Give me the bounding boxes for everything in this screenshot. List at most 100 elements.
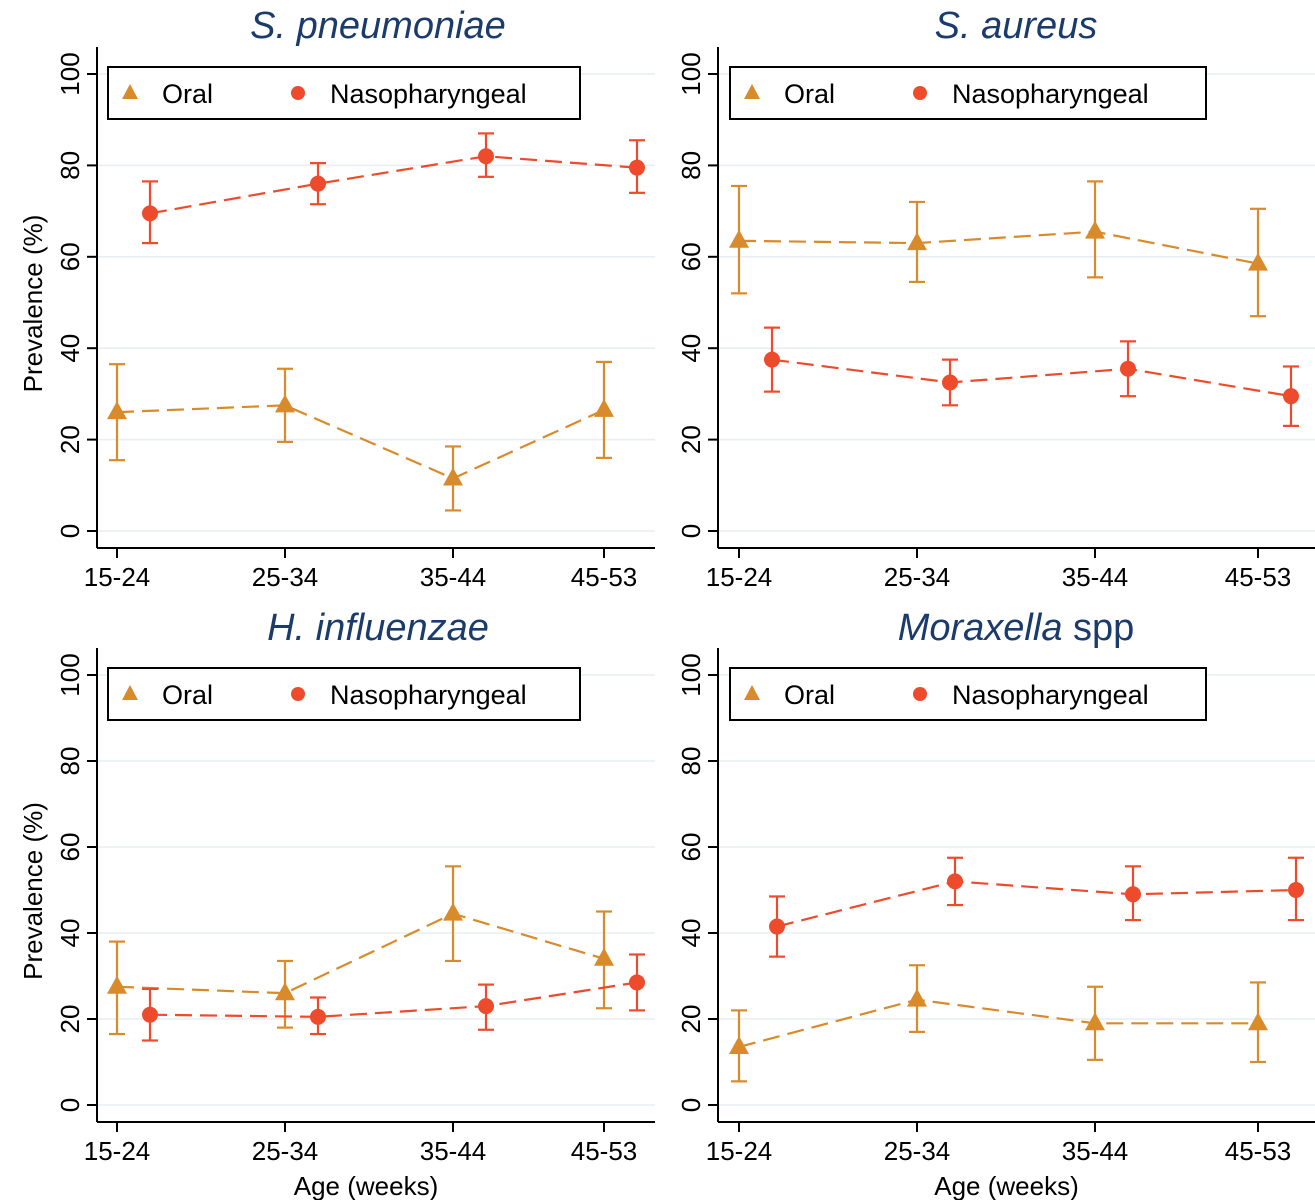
data-point-triangle	[729, 1035, 749, 1054]
y-tick-label: 60	[55, 833, 85, 862]
y-tick-label: 40	[55, 334, 85, 363]
series-oral	[107, 865, 614, 1036]
data-point-circle	[764, 351, 780, 368]
chart-panel-1: 0 20 40 60 80 100 15-24 25-34 35-44 45-53 Prevalen…	[18, 5, 655, 592]
legend-triangle-icon	[744, 685, 760, 700]
data-point-triangle	[1248, 252, 1268, 271]
x-tick-label: 35-44	[1062, 562, 1129, 592]
y-tick-label: 40	[676, 919, 706, 948]
chart-title-italic: S. pneumoniae	[250, 5, 506, 47]
data-point-circle	[142, 205, 158, 222]
data-point-circle	[947, 873, 963, 890]
data-point-circle	[478, 148, 494, 165]
series-nasopharyngeal	[142, 953, 645, 1042]
x-tick-label: 15-24	[84, 562, 151, 592]
x-tick-label: 35-44	[1062, 1136, 1129, 1166]
legend-box	[107, 66, 581, 120]
series-line	[116, 404, 605, 480]
data-point-triangle	[107, 401, 127, 420]
y-tick-label: 0	[55, 524, 85, 538]
data-point-triangle	[1085, 220, 1105, 239]
data-point-triangle	[594, 947, 614, 966]
y-tick-label: 80	[676, 151, 706, 180]
x-tick-label: 25-34	[884, 562, 951, 592]
x-tick-label: 45-53	[571, 562, 638, 592]
legend-box	[107, 667, 581, 721]
legend-circle-icon	[291, 86, 305, 100]
series-oral	[107, 360, 614, 512]
data-point-triangle	[443, 902, 463, 921]
data-point-circle	[1120, 360, 1136, 377]
y-tick-label: 80	[676, 747, 706, 776]
series-nasopharyngeal	[764, 326, 1299, 427]
legend-circle-icon	[913, 687, 927, 701]
data-point-triangle	[594, 398, 614, 417]
y-tick-label: 60	[55, 242, 85, 271]
x-tick-label: 25-34	[252, 562, 319, 592]
data-point-triangle	[1085, 1012, 1105, 1031]
legend-label-nasopharyngeal: Nasopharyngeal	[330, 680, 527, 710]
data-point-circle	[629, 974, 645, 991]
legend: Oral Nasopharyngeal	[729, 667, 1207, 721]
x-tick-label: 25-34	[252, 1136, 319, 1166]
y-tick-label: 60	[676, 242, 706, 271]
legend: Oral Nasopharyngeal	[107, 66, 581, 120]
series-oral	[729, 180, 1268, 318]
data-point-triangle	[275, 982, 295, 1001]
data-point-circle	[478, 998, 494, 1015]
data-point-triangle	[729, 229, 749, 248]
y-tick-label: 60	[676, 833, 706, 862]
y-tick-label: 20	[55, 425, 85, 454]
data-point-circle	[142, 1006, 158, 1023]
series-nasopharyngeal	[142, 132, 645, 245]
series-oral	[729, 964, 1268, 1083]
chart-title-italic: H. influenzae	[267, 607, 489, 649]
y-tick-label: 0	[55, 1098, 85, 1112]
legend-label-oral: Oral	[784, 680, 835, 710]
x-tick-label: 45-53	[1225, 1136, 1292, 1166]
data-point-circle	[769, 918, 785, 935]
legend-triangle-icon	[744, 84, 760, 99]
data-point-circle	[1283, 388, 1299, 405]
x-tick-label: 35-44	[420, 562, 487, 592]
legend-circle-icon	[291, 687, 305, 701]
legend-label-oral: Oral	[162, 79, 213, 109]
y-tick-label: 40	[676, 334, 706, 363]
series-line	[771, 358, 1292, 398]
series-nasopharyngeal	[769, 856, 1304, 958]
y-tick-label: 20	[676, 425, 706, 454]
series-line	[776, 880, 1297, 928]
data-point-circle	[310, 175, 326, 192]
series-line	[149, 981, 638, 1018]
y-tick-label: 0	[676, 524, 706, 538]
data-point-circle	[629, 159, 645, 176]
legend-label-nasopharyngeal: Nasopharyngeal	[952, 79, 1149, 109]
data-point-triangle	[907, 232, 927, 251]
chart-title: S. pneumoniae	[250, 5, 506, 47]
x-axis-label: Age (weeks)	[294, 1171, 439, 1200]
y-axis-label: Prevalence (%)	[18, 215, 48, 393]
chart-title-italic: S. aureus	[935, 5, 1098, 47]
y-tick-label: 100	[676, 52, 706, 95]
legend: Oral Nasopharyngeal	[729, 66, 1207, 120]
series-line	[738, 230, 1259, 265]
data-point-circle	[310, 1008, 326, 1025]
y-tick-label: 100	[676, 653, 706, 696]
series-line	[116, 912, 605, 995]
x-tick-label: 35-44	[420, 1136, 487, 1166]
legend-label-oral: Oral	[162, 680, 213, 710]
y-tick-label: 100	[55, 52, 85, 95]
legend-triangle-icon	[122, 84, 138, 99]
series-line	[149, 155, 638, 215]
chart-title: Moraxella spp	[898, 607, 1135, 649]
y-tick-label: 20	[55, 1005, 85, 1034]
y-tick-label: 40	[55, 919, 85, 948]
data-point-triangle	[107, 975, 127, 994]
series-line	[738, 998, 1258, 1049]
chart-panel-3: 0 20 40 60 80 100 15-24 25-34 35-44 45-53 Prevalen…	[18, 607, 655, 1200]
data-point-circle	[942, 374, 958, 391]
data-point-circle	[1125, 886, 1141, 903]
x-tick-label: 45-53	[1225, 562, 1292, 592]
legend-box	[729, 66, 1207, 120]
